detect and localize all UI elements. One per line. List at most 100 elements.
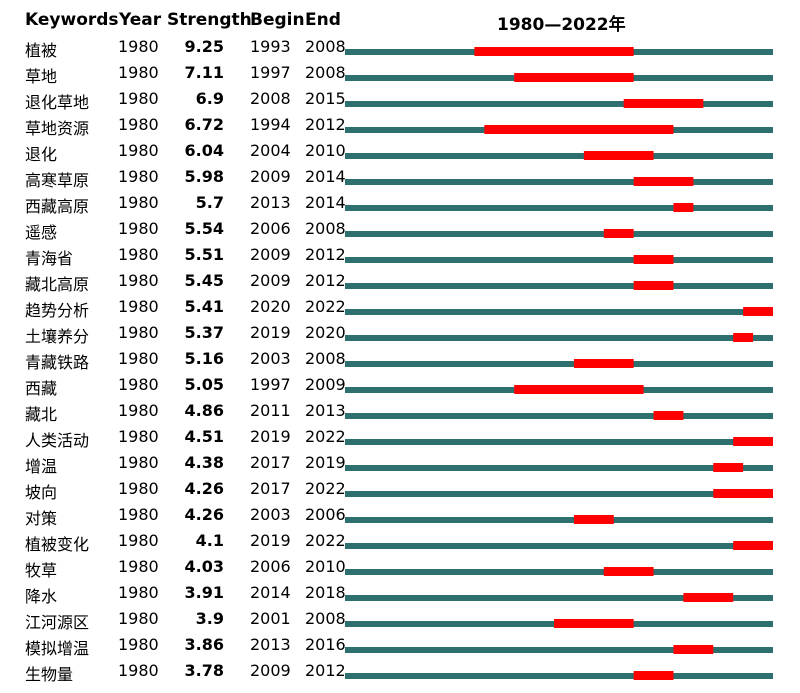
cell-keyword: 藏北: [25, 405, 58, 424]
cell-begin: 2004: [250, 141, 291, 160]
cell-strength: 9.25: [184, 37, 224, 56]
cell-begin: 2014: [250, 583, 291, 602]
cell-year: 1980: [118, 297, 159, 316]
cell-strength: 4.26: [184, 479, 224, 498]
cell-keyword: 人类活动: [25, 431, 90, 450]
cell-end: 2020: [305, 323, 346, 342]
timeline-bar: [345, 283, 773, 289]
cell-keyword: 趋势分析: [25, 301, 90, 320]
cell-year: 1980: [118, 219, 159, 238]
cell-begin: 2006: [250, 557, 291, 576]
cell-begin: 1997: [250, 375, 291, 394]
burst-bar: [653, 411, 684, 420]
timeline-bar: [345, 153, 773, 159]
cell-keyword: 坡向: [25, 483, 58, 502]
cell-year: 1980: [118, 349, 159, 368]
cell-end: 2022: [305, 531, 346, 550]
cell-strength: 4.1: [195, 531, 224, 550]
cell-year: 1980: [118, 89, 159, 108]
header-strength: Strength: [167, 10, 252, 30]
cell-strength: 5.41: [184, 297, 224, 316]
burst-bar: [573, 515, 614, 524]
cell-strength: 5.16: [184, 349, 224, 368]
timeline-bar: [345, 439, 773, 445]
cell-keyword: 植被: [25, 41, 58, 60]
burst-bar: [514, 385, 644, 394]
cell-begin: 2001: [250, 609, 291, 628]
cell-year: 1980: [118, 609, 159, 628]
timeline-bar: [345, 101, 773, 107]
burst-bar: [733, 541, 773, 550]
cell-keyword: 青海省: [25, 249, 74, 268]
cell-strength: 3.86: [184, 635, 224, 654]
burst-bar: [633, 255, 674, 264]
cell-year: 1980: [118, 583, 159, 602]
cell-keyword: 对策: [25, 509, 58, 528]
cell-keyword: 西藏高原: [25, 197, 90, 216]
burst-bar: [673, 645, 714, 654]
timeline-bar: [345, 335, 773, 341]
timeline-bar: [345, 465, 773, 471]
cell-begin: 2011: [250, 401, 291, 420]
cell-year: 1980: [118, 557, 159, 576]
cell-begin: 2020: [250, 297, 291, 316]
cell-keyword: 草地: [25, 67, 58, 86]
cell-year: 1980: [118, 453, 159, 472]
burst-bar: [743, 307, 773, 316]
cell-end: 2010: [305, 141, 346, 160]
cell-year: 1980: [118, 661, 159, 680]
cell-keyword: 江河源区: [25, 613, 90, 632]
cell-end: 2012: [305, 271, 346, 290]
burst-bar: [683, 593, 734, 602]
timeline-bar: [345, 517, 773, 523]
burst-bar: [673, 203, 694, 212]
burst-bar: [484, 125, 674, 134]
cell-year: 1980: [118, 323, 159, 342]
header-begin: Begin: [250, 10, 305, 30]
cell-end: 2022: [305, 297, 346, 316]
timeline-bar: [345, 179, 773, 185]
burst-bar: [713, 489, 773, 498]
timeline-bar: [345, 673, 773, 679]
cell-keyword: 土壤养分: [25, 327, 90, 346]
timeline-bar: [345, 647, 773, 653]
cell-strength: 3.91: [184, 583, 224, 602]
cell-year: 1980: [118, 63, 159, 82]
cell-strength: 6.04: [184, 141, 224, 160]
timeline-bar: [345, 361, 773, 367]
burst-bar: [633, 177, 694, 186]
timeline-bar: [345, 543, 773, 549]
cell-end: 2014: [305, 167, 346, 186]
cell-year: 1980: [118, 167, 159, 186]
cell-strength: 3.9: [195, 609, 224, 628]
cell-begin: 2003: [250, 505, 291, 524]
cell-strength: 5.05: [184, 375, 224, 394]
cell-end: 2019: [305, 453, 346, 472]
cell-year: 1980: [118, 505, 159, 524]
cell-strength: 6.9: [195, 89, 224, 108]
cell-strength: 5.54: [184, 219, 224, 238]
cell-keyword: 草地资源: [25, 119, 90, 138]
cell-keyword: 增温: [25, 457, 58, 476]
cell-begin: 2019: [250, 323, 291, 342]
cell-end: 2015: [305, 89, 346, 108]
cell-end: 2008: [305, 609, 346, 628]
cell-year: 1980: [118, 531, 159, 550]
cell-year: 1980: [118, 37, 159, 56]
cell-begin: 2013: [250, 635, 291, 654]
cell-end: 2012: [305, 115, 346, 134]
cell-begin: 2008: [250, 89, 291, 108]
timeline-bar: [345, 231, 773, 237]
cell-begin: 2009: [250, 167, 291, 186]
cell-begin: 2009: [250, 661, 291, 680]
header-end: End: [305, 10, 341, 30]
cell-end: 2010: [305, 557, 346, 576]
cell-end: 2008: [305, 37, 346, 56]
cell-strength: 4.86: [184, 401, 224, 420]
cell-keyword: 模拟增温: [25, 639, 90, 658]
cell-strength: 5.51: [184, 245, 224, 264]
cell-year: 1980: [118, 141, 159, 160]
timeline-bar: [345, 205, 773, 211]
cell-keyword: 牧草: [25, 561, 58, 580]
cell-begin: 2019: [250, 531, 291, 550]
